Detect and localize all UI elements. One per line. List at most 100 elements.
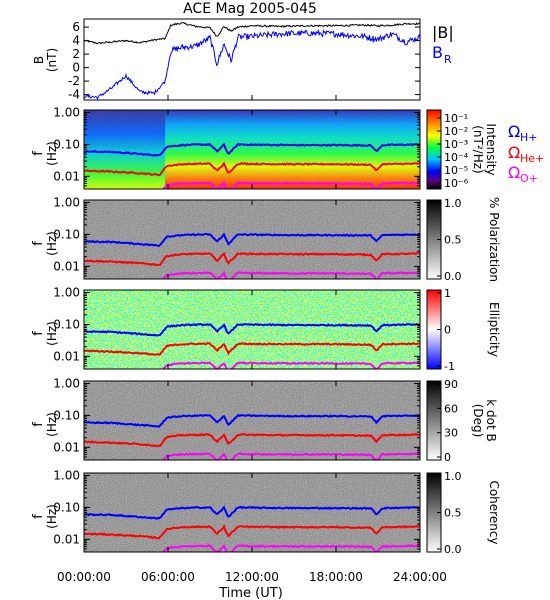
- colorbar-tick-label: 10⁻⁵: [444, 164, 468, 177]
- colorbar-tick-label: 0.5: [444, 507, 462, 520]
- colorbar-label-units: (Deg): [471, 404, 485, 438]
- legend-omega-h: Ω: [508, 122, 520, 141]
- spectrogram-texture: [84, 290, 420, 369]
- b-panel-frame: [83, 18, 421, 101]
- b-ylabel: B: [32, 56, 46, 64]
- time-axis: 00:00:00 06:00:00 12:00:00 18:00:00 24:00:00: [57, 570, 447, 584]
- time-tick-label: 06:00:00: [141, 570, 195, 584]
- freq-tick-label: 1.00: [53, 469, 80, 483]
- b-ytick-label: 6: [72, 20, 80, 34]
- freq-axis-units: (Hz): [45, 504, 59, 529]
- b-ytick-label: 4: [72, 34, 80, 48]
- b-ytick-label: -4: [68, 88, 80, 102]
- colorbar-tick-label: -1: [444, 360, 455, 373]
- gyrofreq-line-o: [84, 361, 420, 369]
- time-tick-label: 18:00:00: [309, 570, 363, 584]
- colorbar-label: % Polarization: [487, 197, 501, 282]
- colorbar-tick-label: 1.0: [444, 470, 462, 483]
- freq-tick-label: 1.00: [53, 106, 80, 120]
- colorbar-label: k dot B: [484, 399, 498, 441]
- spectrogram-image: [84, 200, 420, 279]
- b-ytick-label: 0: [72, 61, 80, 75]
- spectrogram-image: [84, 473, 420, 552]
- freq-tick-label: 0.01: [53, 532, 80, 546]
- colorbar-label-units: (nT²/Hz): [471, 125, 485, 173]
- gyrofreq-line-h: [84, 322, 420, 337]
- legend-omega-o: Ω: [508, 163, 520, 182]
- colorbar-tick-label: 0.5: [444, 234, 462, 247]
- freq-tick-label: 0.10: [53, 227, 80, 241]
- colorbar-tick-label: 90: [444, 378, 458, 391]
- gyrofreq-line-o: [84, 543, 420, 552]
- legend-b-r-sub: R: [444, 53, 452, 66]
- b-ytick-label: 2: [72, 47, 80, 61]
- gyrofreq-line-he: [84, 342, 420, 356]
- legend-b-r: B: [432, 43, 443, 62]
- colorbar-tick-label: 10⁻¹: [444, 112, 468, 125]
- spectrogram-panel: 1.00 0.10 0.01 f (Hz) 90 60 30 0 k dot B(Deg): [31, 377, 498, 464]
- freq-tick-label: 0.10: [53, 408, 80, 422]
- freq-tick-label: 0.10: [53, 500, 80, 514]
- time-tick-label: 00:00:00: [57, 570, 111, 584]
- gyrofreq-line-he: [84, 251, 420, 267]
- b-r-line: [83, 28, 421, 100]
- spectrogram-texture: [84, 381, 420, 460]
- b-ylabel-units: (nT): [45, 48, 59, 72]
- freq-axis-units: (Hz): [45, 141, 59, 166]
- figure-title: ACE Mag 2005-045: [183, 1, 317, 17]
- gyrofreq-line-h: [84, 505, 420, 520]
- freq-tick-label: 1.00: [53, 196, 80, 210]
- gyrofreq-line-h: [84, 142, 420, 157]
- freq-tick-label: 0.01: [53, 440, 80, 454]
- colorbar-tick-label: 10⁻²: [444, 125, 468, 138]
- spectrogram-panels: 1.000.100.01f (Hz)10⁻¹10⁻²10⁻³10⁻⁴10⁻⁵10⁻…: [31, 106, 544, 556]
- colorbar-tick-label: 1: [444, 287, 451, 300]
- time-tick-label: 24:00:00: [393, 570, 447, 584]
- colorbar-label: Coherency: [487, 480, 501, 544]
- colorbar-tick-label: 10⁻⁴: [444, 151, 469, 164]
- spectrogram-texture: [84, 473, 420, 552]
- spectrogram-image: [84, 290, 420, 369]
- spectrogram-texture: [84, 200, 420, 279]
- spectrogram-image: [84, 381, 420, 460]
- spectrogram-panel: 1.00 0.10 0.01 f (Hz) 1.0 0.5 0.0 % Polarization: [31, 196, 501, 283]
- colorbar: [426, 109, 442, 190]
- legend-b-total: |B|: [432, 23, 454, 42]
- legend-omega-o-sub: O+: [520, 172, 538, 185]
- gyrofreq-line-o: [84, 180, 420, 189]
- colorbar: [426, 380, 442, 461]
- freq-tick-label: 1.00: [53, 286, 80, 300]
- gyrofreq-line-o: [84, 270, 420, 279]
- gyrofreq-line-o: [84, 452, 420, 460]
- gyrofreq-line-he: [84, 161, 420, 177]
- b-total-line: [83, 22, 421, 45]
- colorbar-tick-label: 0.0: [444, 270, 462, 283]
- freq-axis-label: f: [31, 151, 46, 156]
- spectrogram-image: [84, 110, 420, 189]
- freq-tick-label: 0.10: [53, 317, 80, 331]
- colorbar-tick-label: 10⁻³: [444, 138, 468, 151]
- b-ytick-label: -2: [68, 74, 80, 88]
- time-axis-label: Time (UT): [218, 586, 283, 600]
- colorbar-tick-label: 10⁻⁶: [444, 177, 469, 190]
- freq-tick-label: 0.01: [53, 169, 80, 183]
- freq-axis-label: f: [31, 331, 46, 336]
- gyrofreq-line-h: [84, 232, 420, 247]
- freq-tick-label: 0.10: [53, 137, 80, 151]
- gyrofreq-line-he: [84, 524, 420, 540]
- freq-axis-label: f: [31, 241, 46, 246]
- colorbar-tick-label: 0: [444, 451, 451, 464]
- legend-omega-he-sub: He+: [520, 152, 544, 165]
- colorbar-label: Ellipticity: [487, 302, 501, 357]
- spectrogram-panel: 1.00 0.10 0.01 f (Hz) 10⁻¹10⁻²10⁻³10⁻⁴10⁻⁵10⁻…: [31, 106, 544, 190]
- freq-axis-units: (Hz): [45, 412, 59, 437]
- gyrofreq-line-he: [84, 432, 420, 448]
- colorbar-label: Intensity: [484, 123, 498, 175]
- freq-tick-label: 0.01: [53, 259, 80, 273]
- freq-axis-label: f: [31, 514, 46, 519]
- freq-tick-label: 0.01: [53, 349, 80, 363]
- freq-axis-units: (Hz): [45, 321, 59, 346]
- colorbar-tick-label: 1.0: [444, 197, 462, 210]
